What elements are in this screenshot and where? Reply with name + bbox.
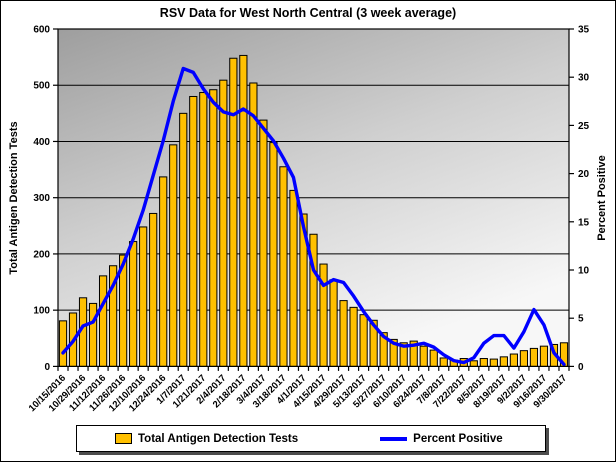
legend-item-tests: Total Antigen Detection Tests <box>115 433 298 445</box>
bar <box>58 320 68 367</box>
bar <box>159 176 168 367</box>
y-right-tick-label: 30 <box>578 73 590 84</box>
percent-positive-line <box>61 66 566 367</box>
bar <box>129 241 138 367</box>
bar <box>479 358 488 367</box>
bar <box>289 189 298 367</box>
bar <box>539 345 549 367</box>
y-axis-title-right: Percent Positive <box>596 155 608 241</box>
bar <box>329 279 338 367</box>
y-left-tick-label: 300 <box>33 193 50 204</box>
legend-item-percent: Percent Positive <box>380 432 503 445</box>
bar <box>259 119 268 367</box>
y-right-tick-label: 35 <box>578 25 590 36</box>
y-left-tick-label: 200 <box>33 249 50 260</box>
bar <box>529 347 539 367</box>
bar <box>219 79 228 367</box>
bar <box>209 89 218 367</box>
y-right-tick-label: 25 <box>578 121 590 132</box>
legend-label-tests: Total Antigen Detection Tests <box>138 432 299 445</box>
bar <box>519 350 529 367</box>
bar <box>279 166 288 367</box>
chart-title: RSV Data for West North Central (3 week … <box>159 6 457 20</box>
y-left-tick-label: 0 <box>44 362 50 373</box>
bar <box>179 112 188 367</box>
bar <box>359 314 368 367</box>
bar <box>469 360 478 367</box>
y-left-tick-label: 600 <box>33 25 50 36</box>
legend-label-percent: Percent Positive <box>413 432 503 445</box>
y-left-tick-label: 500 <box>33 81 50 92</box>
y-right-tick-label: 5 <box>578 314 584 325</box>
y-left-tick-label: 400 <box>33 137 50 148</box>
bar <box>189 95 198 367</box>
axes <box>53 28 574 371</box>
y-right-tick-label: 0 <box>578 362 584 373</box>
bar <box>489 358 498 367</box>
bar <box>429 349 438 367</box>
bar <box>349 306 358 367</box>
bar <box>339 300 348 367</box>
bar <box>509 353 518 367</box>
bar <box>249 82 258 367</box>
legend-bar-swatch <box>115 433 132 444</box>
y-right-tick-label: 15 <box>578 217 590 228</box>
bar <box>199 92 208 367</box>
bar <box>229 57 238 367</box>
bar <box>499 356 508 367</box>
legend-line-swatch <box>380 436 408 441</box>
y-right-tick-label: 20 <box>578 169 590 180</box>
bar <box>169 144 178 367</box>
bar <box>88 302 98 367</box>
y-left-tick-label: 100 <box>33 306 50 317</box>
line-series <box>61 66 566 367</box>
bar <box>149 212 158 367</box>
bar <box>439 357 448 367</box>
bar <box>139 226 148 367</box>
y-axis-title-left: Total Antigen Detection Tests <box>8 121 20 274</box>
bar <box>269 142 278 367</box>
bar <box>98 275 108 367</box>
y-right-tick-label: 10 <box>578 266 590 277</box>
bar <box>239 54 248 367</box>
legend: Total Antigen Detection Tests Percent Po… <box>76 425 546 452</box>
bar <box>419 345 428 367</box>
